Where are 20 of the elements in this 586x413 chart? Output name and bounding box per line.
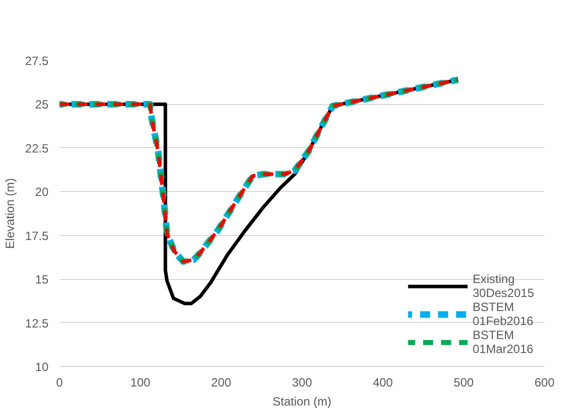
y-tick-label: 25: [35, 98, 49, 112]
y-tick-label: 17.5: [25, 228, 49, 243]
y-tick-label: 27.5: [25, 54, 49, 68]
y-tick-label: 12.5: [25, 316, 49, 330]
x-tick-label: 300: [292, 376, 312, 390]
x-tick-label: 600: [534, 376, 555, 390]
x-tick-label: 500: [454, 376, 474, 390]
x-axis-title: Station (m): [272, 394, 332, 408]
legend-label: BSTEM 01Mar2016: [472, 328, 534, 356]
y-tick-label: 22.5: [25, 141, 49, 156]
y-tick-label: 15: [35, 272, 49, 287]
legend-label: BSTEM 01Feb2016: [472, 300, 534, 328]
y-axis-title: Elevation (m): [3, 178, 18, 249]
legend-label: Existing 30Des2015: [472, 272, 534, 300]
x-tick-label: 0: [56, 376, 64, 390]
y-tick-label: 20: [35, 185, 49, 200]
x-tick-label: 200: [211, 376, 232, 390]
x-tick-label: 100: [130, 376, 151, 390]
y-tick-label: 10: [35, 360, 49, 374]
x-tick-label: 400: [372, 376, 394, 390]
